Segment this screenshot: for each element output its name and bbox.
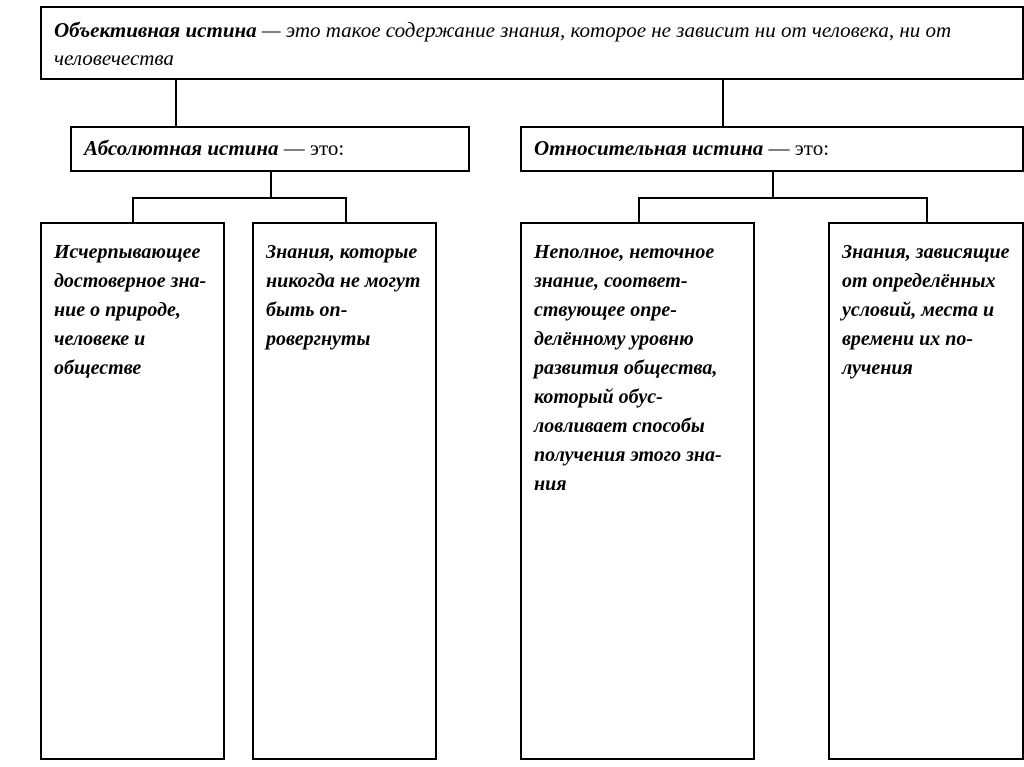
connector-top-to-relative	[722, 80, 724, 126]
relative-leaf-1: Знания, за­висящие от определён­ных усло…	[828, 222, 1024, 760]
relative-branch-tail: — это:	[763, 136, 829, 160]
connector-absolute-child-1	[345, 197, 347, 222]
connector-top-to-absolute	[175, 80, 177, 126]
connector-relative-child-1	[926, 197, 928, 222]
connector-relative-stub	[772, 172, 774, 197]
relative-leaf-0-text: Неполное, не­точное зна­ние, соответ­ств…	[534, 241, 722, 495]
connector-absolute-stub	[270, 172, 272, 197]
connector-relative-child-0	[638, 197, 640, 222]
absolute-leaf-1-text: Знания, ко­торые ни­когда не мо­гут быть…	[266, 241, 420, 350]
relative-branch-box: Относительная истина — это:	[520, 126, 1024, 172]
absolute-leaf-1: Знания, ко­торые ни­когда не мо­гут быть…	[252, 222, 437, 760]
root-dash: —	[257, 18, 286, 42]
absolute-branch-tail: — это:	[279, 136, 345, 160]
connector-absolute-hbar	[132, 197, 347, 199]
connector-absolute-child-0	[132, 197, 134, 222]
relative-leaf-0: Неполное, не­точное зна­ние, соответ­ств…	[520, 222, 755, 760]
root-title: Объективная истина	[54, 18, 257, 42]
absolute-branch-title: Абсолютная истина	[84, 136, 279, 160]
absolute-branch-box: Абсолютная истина — это:	[70, 126, 470, 172]
absolute-leaf-0: Исчерпыва­ющее досто­верное зна­ние о пр…	[40, 222, 225, 760]
absolute-leaf-0-text: Исчерпыва­ющее досто­верное зна­ние о пр…	[54, 241, 206, 379]
relative-branch-title: Относительная истина	[534, 136, 763, 160]
root-definition-box: Объективная истина — это такое содержани…	[40, 6, 1024, 80]
connector-relative-hbar	[638, 197, 928, 199]
relative-leaf-1-text: Знания, за­висящие от определён­ных усло…	[842, 241, 1010, 379]
